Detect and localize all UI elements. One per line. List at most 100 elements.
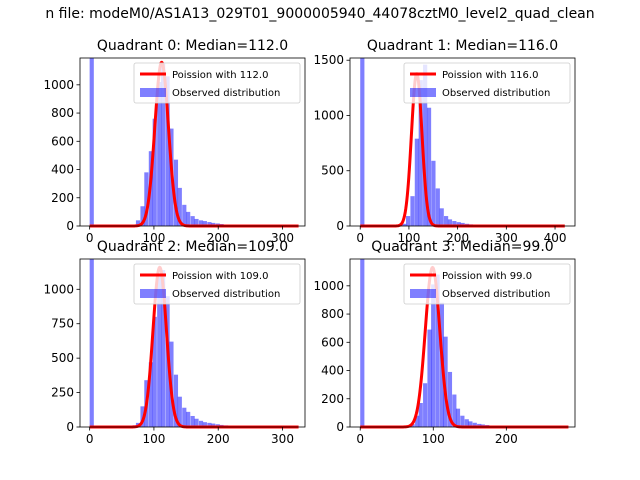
histogram-bar — [190, 415, 195, 427]
y-tick-label: 800 — [51, 106, 74, 120]
histogram-bar — [410, 424, 415, 427]
histogram-bar — [435, 274, 440, 427]
y-tick-label: 600 — [51, 134, 74, 148]
histogram-bar — [198, 220, 204, 226]
histogram-bar — [198, 420, 204, 427]
histogram-bar — [157, 275, 162, 427]
histogram-bar — [148, 362, 153, 427]
histogram-bar — [431, 160, 436, 226]
histogram-bar — [443, 216, 449, 226]
x-tick-label: 100 — [422, 432, 445, 446]
histogram-bar — [135, 220, 141, 226]
histogram-bar — [431, 284, 436, 427]
axes-frame — [349, 258, 576, 428]
legend-line-label: Poission with 99.0 — [442, 271, 532, 282]
histogram-bar — [447, 219, 453, 226]
axes-frame — [79, 258, 306, 428]
x-tick-label: 300 — [495, 231, 518, 245]
x-tick-label: 0 — [86, 432, 94, 446]
panel-title: Quadrant 0: Median=112.0 — [97, 38, 288, 54]
histogram-bar — [161, 63, 166, 227]
histogram-bar — [182, 407, 187, 427]
legend-box — [403, 263, 571, 305]
y-tick-label: 0 — [336, 420, 344, 434]
panel-quadrant-3 — [346, 258, 576, 431]
histogram-bar — [207, 222, 212, 226]
histogram-bar — [414, 138, 419, 226]
y-tick-label: 0 — [336, 219, 344, 233]
histogram-bar — [182, 204, 187, 226]
histogram-bar — [418, 403, 423, 427]
histogram-bar — [190, 216, 195, 226]
histogram-bar — [144, 172, 149, 226]
x-tick-label: 200 — [446, 231, 469, 245]
legend-box — [403, 62, 571, 104]
histogram-bar — [173, 159, 179, 226]
histogram-bar — [418, 80, 423, 226]
y-tick-label: 1000 — [313, 279, 344, 293]
x-tick-label: 0 — [86, 231, 94, 245]
x-tick-label: 300 — [271, 231, 294, 245]
histogram-bar — [194, 218, 199, 226]
histogram-bar — [456, 222, 461, 226]
y-tick-label: 200 — [321, 392, 344, 406]
figure-suptitle: n file: modeM0/AS1A13_029T01_9000005940_… — [45, 6, 594, 22]
x-tick-label: 200 — [495, 432, 518, 446]
histogram-bar — [477, 423, 482, 427]
histogram-bar — [165, 76, 170, 226]
panel-quadrant-1 — [346, 57, 576, 230]
y-tick-label: 750 — [51, 317, 74, 331]
histogram-bar — [157, 82, 162, 226]
histogram-bar — [426, 107, 432, 226]
x-tick-label: 200 — [207, 231, 230, 245]
histogram-bar — [360, 58, 365, 226]
legend-hist-label: Observed distribution — [442, 88, 550, 99]
y-tick-label: 0 — [66, 219, 74, 233]
histogram-bar — [423, 64, 428, 226]
histogram-bar — [464, 419, 469, 427]
x-tick-label: 100 — [142, 432, 165, 446]
histogram-bar — [460, 222, 465, 226]
legend-hist-label: Observed distribution — [172, 88, 280, 99]
histogram-bar — [211, 222, 216, 226]
histogram-bar — [89, 259, 94, 427]
histogram-bar — [406, 216, 411, 226]
histogram-bar — [202, 221, 207, 226]
y-tick-label: 1000 — [313, 108, 344, 122]
x-tick-label: 100 — [142, 231, 165, 245]
y-tick-label: 600 — [321, 335, 344, 349]
panel-quadrant-2 — [76, 258, 306, 431]
histogram-bar — [211, 423, 216, 427]
y-tick-label: 200 — [51, 191, 74, 205]
x-tick-label: 400 — [544, 231, 567, 245]
y-tick-label: 400 — [321, 364, 344, 378]
x-tick-label: 200 — [207, 432, 230, 446]
histogram-bar — [360, 259, 365, 427]
legend-hist-swatch — [410, 289, 436, 298]
axes-frame — [349, 57, 576, 227]
histogram-bar — [152, 118, 157, 226]
x-tick-label: 300 — [271, 432, 294, 446]
histogram-bar — [177, 396, 182, 427]
histogram-bar — [452, 394, 457, 427]
legend-line-label: Poission with 116.0 — [442, 70, 538, 81]
histogram-bar — [447, 371, 453, 427]
panel-quadrant-0 — [76, 57, 306, 230]
histogram-bar — [435, 188, 440, 226]
histogram-bar — [177, 187, 182, 226]
histogram-bar — [427, 329, 432, 427]
histogram-bar — [173, 374, 179, 427]
histogram-bar — [402, 223, 407, 226]
y-tick-label: 500 — [321, 164, 344, 178]
histogram-bar — [202, 422, 207, 427]
legend-box — [133, 62, 301, 104]
y-tick-label: 250 — [51, 386, 74, 400]
histogram-bar — [207, 422, 212, 427]
histogram-bar — [423, 383, 428, 427]
panel-title: Quadrant 3: Median=99.0 — [371, 239, 553, 255]
y-tick-label: 400 — [51, 163, 74, 177]
legend-line-label: Poission with 112.0 — [172, 70, 268, 81]
panel-title: Quadrant 1: Median=116.0 — [367, 38, 558, 54]
histogram-bar — [161, 270, 166, 427]
